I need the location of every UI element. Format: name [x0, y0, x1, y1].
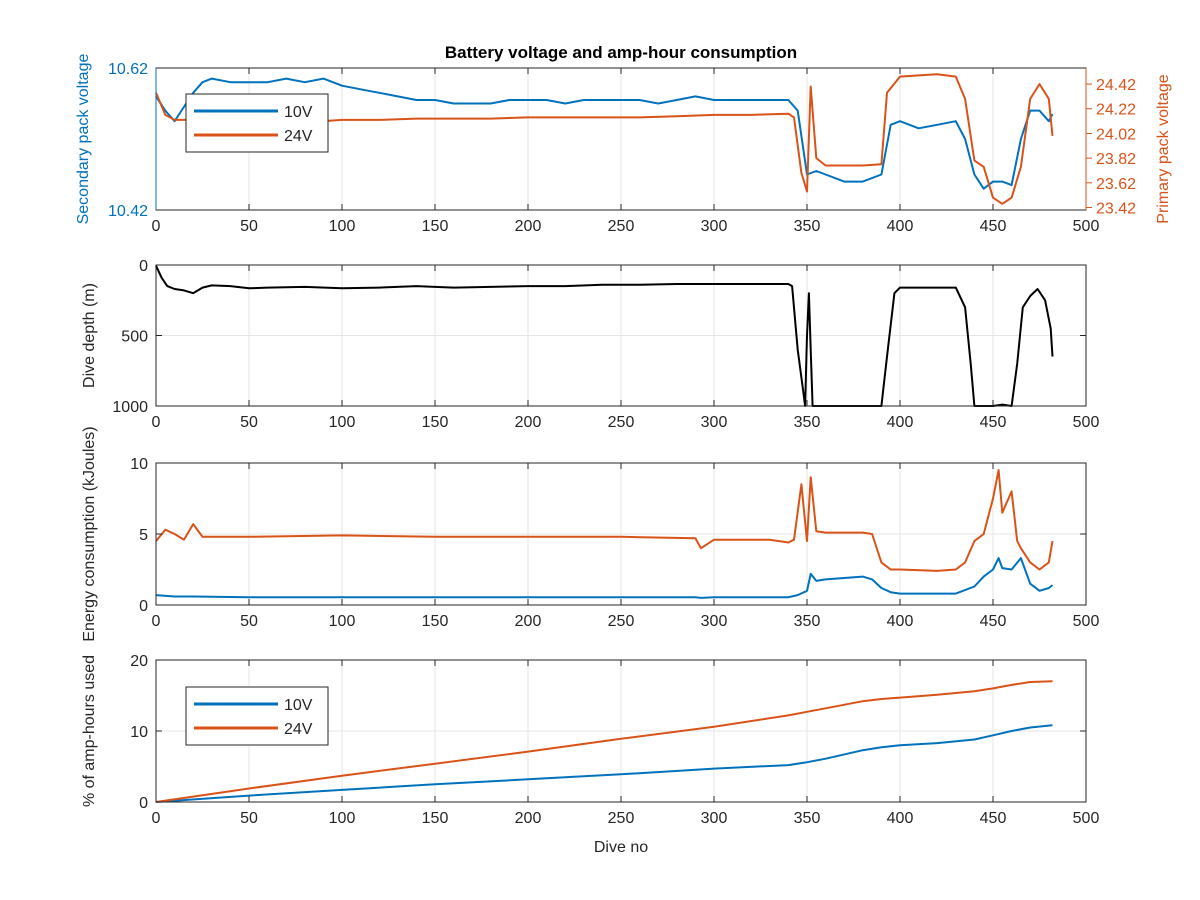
y-axis-label: Dive depth (m): [81, 283, 98, 388]
legend-label: 24V: [284, 128, 313, 145]
x-tick-label: 300: [701, 810, 728, 827]
x-tick-label: 0: [152, 218, 161, 235]
subplot-3: 0 50 100 150 200 250 300 350 400 450 500 0 5 10 Energy…: [81, 426, 1099, 641]
x-tick-label: 100: [329, 613, 356, 630]
x-tick-label: 250: [608, 810, 635, 827]
x-tick-label: 400: [887, 218, 914, 235]
y-tick-label: 0: [139, 795, 148, 812]
chart-title: Battery voltage and amp-hour consumption: [445, 43, 797, 62]
series-line-24v: [155, 469, 1054, 572]
y-axis-label: % of amp-hours used: [81, 655, 98, 807]
y-tick-label-right: 23.42: [1096, 201, 1136, 218]
y-tick-label: 10: [130, 724, 148, 741]
y-tick-label-right: 24.42: [1096, 77, 1136, 94]
y-axis-label-right: Primary pack voltage: [1155, 74, 1172, 223]
x-tick-label: 0: [152, 810, 161, 827]
y-tick-label: 0: [139, 258, 148, 275]
x-tick-label: 50: [240, 613, 258, 630]
x-tick-label: 100: [329, 810, 356, 827]
y-tick-label: 10.62: [108, 61, 148, 78]
y-tick-label: 10: [130, 456, 148, 473]
series-line-10v: [155, 77, 1054, 190]
subplot-1: 0 50 100 150 200 250 300 350 400 450 500 10.42 10.62…: [75, 43, 1172, 235]
x-tick-label: 500: [1073, 810, 1100, 827]
x-tick-label: 100: [329, 218, 356, 235]
x-tick-label: 100: [329, 414, 356, 431]
x-tick-label: 50: [240, 414, 258, 431]
x-tick-label: 0: [152, 613, 161, 630]
legend-label: 10V: [284, 104, 313, 121]
y-axis-label: Secondary pack voltage: [75, 54, 92, 225]
x-tick-label: 350: [794, 218, 821, 235]
x-tick-label: 200: [515, 414, 542, 431]
y-tick-label: 0: [139, 598, 148, 615]
y-tick-label-right: 23.62: [1096, 176, 1136, 193]
x-tick-label: 150: [422, 810, 449, 827]
x-tick-label: 150: [422, 218, 449, 235]
y-tick-label-right: 24.22: [1096, 102, 1136, 119]
x-tick-label: 350: [794, 414, 821, 431]
x-tick-label: 150: [422, 613, 449, 630]
y-tick-label: 1000: [112, 399, 148, 416]
x-tick-label: 150: [422, 414, 449, 431]
legend-box: [185, 93, 329, 153]
x-tick-label: 200: [515, 810, 542, 827]
x-tick-label: 250: [608, 414, 635, 431]
x-tick-label: 500: [1073, 218, 1100, 235]
x-tick-label: 200: [515, 613, 542, 630]
x-tick-label: 400: [887, 613, 914, 630]
x-tick-label: 500: [1073, 613, 1100, 630]
x-tick-label: 300: [701, 613, 728, 630]
x-tick-label: 450: [980, 414, 1007, 431]
x-tick-label: 50: [240, 218, 258, 235]
legend-label: 24V: [284, 721, 313, 738]
y-tick-label: 500: [121, 329, 148, 346]
y-tick-label-right: 23.82: [1096, 151, 1136, 168]
x-tick-label: 250: [608, 613, 635, 630]
y-tick-label: 20: [130, 653, 148, 670]
y-tick-label: 10.42: [108, 203, 148, 220]
x-tick-label: 300: [701, 218, 728, 235]
x-tick-label: 400: [887, 414, 914, 431]
x-tick-label: 0: [152, 414, 161, 431]
subplot-2: 0 50 100 150 200 250 300 350 400 450 500 0 500 1000 Di…: [81, 258, 1099, 431]
x-tick-label: 200: [515, 218, 542, 235]
subplot-4: 0 50 100 150 200 250 300 350 400 450 500 0 10 20 % of …: [81, 653, 1099, 856]
y-axis-label: Energy consumption (kJoules): [81, 426, 98, 641]
x-tick-label: 450: [980, 218, 1007, 235]
legend-label: 10V: [284, 697, 313, 714]
x-tick-label: 350: [794, 810, 821, 827]
x-axis-label: Dive no: [594, 839, 648, 856]
series-line-10v: [155, 557, 1054, 599]
y-tick-label: 5: [139, 527, 148, 544]
x-tick-label: 450: [980, 810, 1007, 827]
x-tick-label: 300: [701, 414, 728, 431]
series-line-24v: [155, 680, 1053, 803]
x-tick-label: 450: [980, 613, 1007, 630]
x-tick-label: 50: [240, 810, 258, 827]
x-tick-label: 250: [608, 218, 635, 235]
y-tick-label-right: 24.02: [1096, 126, 1136, 143]
x-tick-label: 350: [794, 613, 821, 630]
x-tick-label: 400: [887, 810, 914, 827]
legend-box: [185, 686, 329, 746]
x-tick-label: 500: [1073, 414, 1100, 431]
series-line-10v: [155, 724, 1053, 803]
